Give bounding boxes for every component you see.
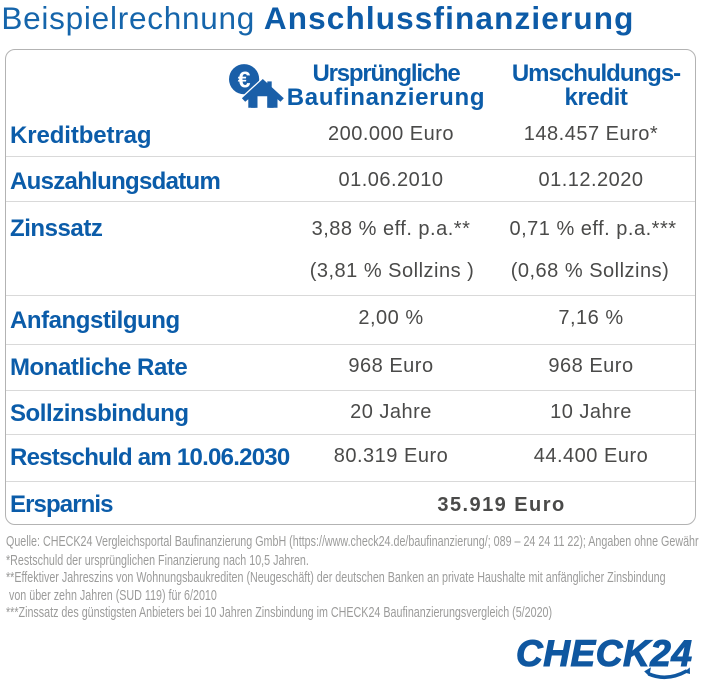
svg-text:€: € [238,66,251,92]
